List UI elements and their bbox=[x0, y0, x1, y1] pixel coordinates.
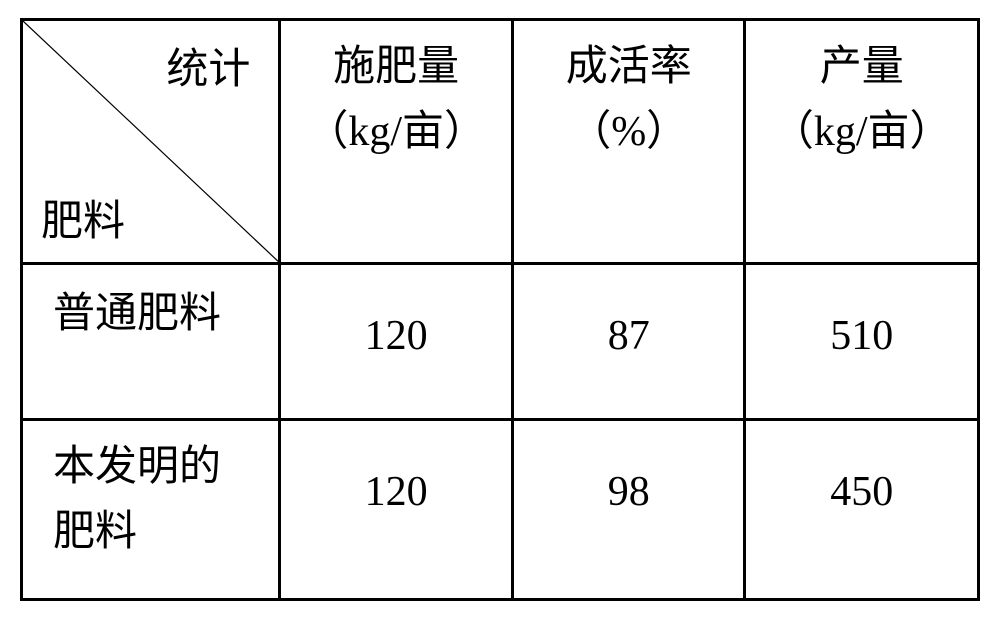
diagonal-header-cell: 统计 肥料 bbox=[22, 20, 280, 264]
row-label-cell: 本发明的 肥料 bbox=[22, 420, 280, 600]
value: 510 bbox=[746, 265, 977, 378]
col-header-line1: 成活率 bbox=[514, 35, 744, 100]
value: 120 bbox=[281, 421, 511, 534]
value: 450 bbox=[746, 421, 977, 534]
col-header-yield: 产量 （kg/亩） bbox=[745, 20, 979, 264]
table-row: 本发明的 肥料 120 98 450 bbox=[22, 420, 979, 600]
value-cell: 450 bbox=[745, 420, 979, 600]
diag-top-label: 统计 bbox=[166, 35, 250, 96]
row-label-line1: 普通肥料 bbox=[53, 283, 258, 346]
value-cell: 98 bbox=[512, 420, 745, 600]
value: 120 bbox=[281, 265, 511, 378]
value: 87 bbox=[514, 265, 744, 378]
col-header-line1: 产量 bbox=[746, 35, 977, 100]
value: 98 bbox=[514, 421, 744, 534]
col-header-line2: （kg/亩） bbox=[281, 100, 511, 165]
col-header-line2: （kg/亩） bbox=[746, 100, 977, 165]
value-cell: 120 bbox=[280, 263, 513, 420]
comparison-table: 统计 肥料 施肥量 （kg/亩） 成活率 （%） 产量 （kg/亩） bbox=[20, 18, 980, 601]
row-label-line2: 肥料 bbox=[53, 500, 258, 565]
col-header-fertilizer-amount: 施肥量 （kg/亩） bbox=[280, 20, 513, 264]
col-header-line1: 施肥量 bbox=[281, 35, 511, 100]
value-cell: 87 bbox=[512, 263, 745, 420]
value-cell: 120 bbox=[280, 420, 513, 600]
diag-bottom-label: 肥料 bbox=[41, 187, 125, 248]
comparison-table-container: 统计 肥料 施肥量 （kg/亩） 成活率 （%） 产量 （kg/亩） bbox=[0, 0, 1000, 623]
row-label-line1: 本发明的 bbox=[53, 435, 258, 500]
table-row: 普通肥料 120 87 510 bbox=[22, 263, 979, 420]
row-label-cell: 普通肥料 bbox=[22, 263, 280, 420]
col-header-line2: （%） bbox=[514, 100, 744, 165]
col-header-survival-rate: 成活率 （%） bbox=[512, 20, 745, 264]
table-header-row: 统计 肥料 施肥量 （kg/亩） 成活率 （%） 产量 （kg/亩） bbox=[22, 20, 979, 264]
value-cell: 510 bbox=[745, 263, 979, 420]
